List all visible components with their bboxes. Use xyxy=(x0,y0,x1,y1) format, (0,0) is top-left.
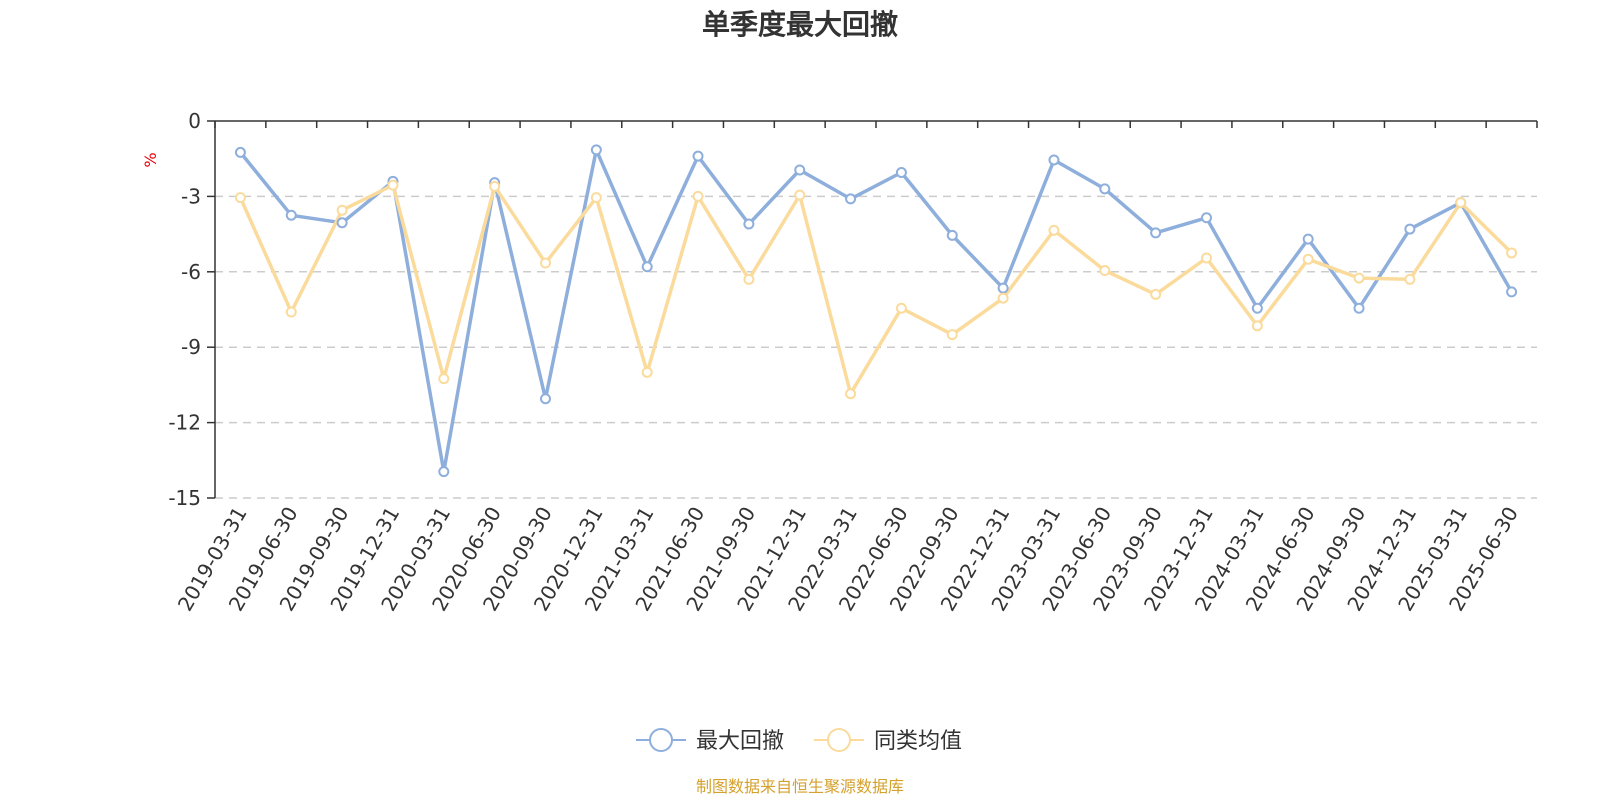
series-1-point[interactable] xyxy=(1048,154,1060,166)
y-tick-label: -12 xyxy=(168,411,201,435)
series-1-point[interactable] xyxy=(743,218,755,230)
series-1-point[interactable] xyxy=(1099,183,1111,195)
series-1-point[interactable] xyxy=(946,229,958,241)
series-1-point[interactable] xyxy=(692,150,704,162)
series-2-point[interactable] xyxy=(692,190,704,202)
chart-title: 单季度最大回撤 xyxy=(702,8,898,41)
y-tick-label: -15 xyxy=(168,486,201,510)
series-2-point[interactable] xyxy=(1404,273,1416,285)
series-2-point[interactable] xyxy=(743,273,755,285)
series-2-point[interactable] xyxy=(234,192,246,204)
series-1-point[interactable] xyxy=(438,466,450,478)
series-1-point[interactable] xyxy=(794,164,806,176)
series-2-point[interactable] xyxy=(997,292,1009,304)
series-1-point[interactable] xyxy=(997,282,1009,294)
series-1-point[interactable] xyxy=(336,217,348,229)
series-2-point[interactable] xyxy=(1302,253,1314,265)
source-note: 制图数据来自恒生聚源数据库 xyxy=(696,777,904,796)
series-line-1 xyxy=(239,148,1514,474)
x-tick-labels: 2019-03-312019-06-302019-09-302019-12-31… xyxy=(173,502,1523,615)
series-1-point[interactable] xyxy=(895,167,907,179)
series-1-point[interactable] xyxy=(1353,302,1365,314)
series-2-point[interactable] xyxy=(946,329,958,341)
series-1-point[interactable] xyxy=(540,393,551,405)
y-tick-label: 0 xyxy=(188,109,201,133)
series-2-point[interactable] xyxy=(1506,247,1518,259)
series-1-point[interactable] xyxy=(1251,302,1263,314)
legend[interactable]: 最大回撤 同类均值 xyxy=(636,728,962,754)
series-1-point[interactable] xyxy=(234,146,246,158)
series-1-point[interactable] xyxy=(845,193,857,205)
series-1-point[interactable] xyxy=(285,209,297,221)
series-line-2 xyxy=(238,183,1513,396)
series-2-point[interactable] xyxy=(1150,288,1162,300)
series-1-point[interactable] xyxy=(1302,233,1314,245)
series-2-point[interactable] xyxy=(1455,197,1467,209)
series-2-point[interactable] xyxy=(489,180,501,192)
series-1-point[interactable] xyxy=(1201,212,1212,224)
series-2-point[interactable] xyxy=(641,366,653,378)
series-2-point[interactable] xyxy=(1353,272,1365,284)
series-1-point[interactable] xyxy=(1150,227,1162,239)
legend-marker-icon xyxy=(649,728,673,752)
series-2-point[interactable] xyxy=(845,388,857,400)
series-2-point[interactable] xyxy=(1251,320,1263,332)
series-layer xyxy=(234,144,1518,478)
series-2-point[interactable] xyxy=(895,302,907,314)
legend-marker-icon xyxy=(827,728,851,752)
series-1-point[interactable] xyxy=(1404,223,1416,235)
series-1-point[interactable] xyxy=(590,144,602,156)
series-2-point[interactable] xyxy=(540,257,551,269)
y-tick-label: -9 xyxy=(181,335,201,359)
series-1-point[interactable] xyxy=(1506,286,1518,298)
y-axis-unit: % xyxy=(141,152,160,167)
axes xyxy=(207,120,1538,499)
series-2-point[interactable] xyxy=(438,373,450,385)
series-2-point[interactable] xyxy=(387,179,399,191)
y-tick-labels: 0 -3 -6 -9 -12 -15 xyxy=(168,109,201,510)
legend-label[interactable]: 同类均值 xyxy=(874,729,962,754)
gridlines xyxy=(215,195,1537,499)
series-2-point[interactable] xyxy=(336,204,348,216)
series-1-point[interactable] xyxy=(641,261,653,273)
y-tick-label: -3 xyxy=(181,184,201,208)
series-2-point[interactable] xyxy=(1201,252,1212,264)
series-2-point[interactable] xyxy=(794,189,806,201)
series-2-point[interactable] xyxy=(1048,224,1060,236)
y-tick-label: -6 xyxy=(181,260,201,284)
legend-label[interactable]: 最大回撤 xyxy=(696,729,784,754)
series-2-point[interactable] xyxy=(590,192,602,204)
series-2-point[interactable] xyxy=(285,306,297,318)
series-2-point[interactable] xyxy=(1099,265,1111,277)
